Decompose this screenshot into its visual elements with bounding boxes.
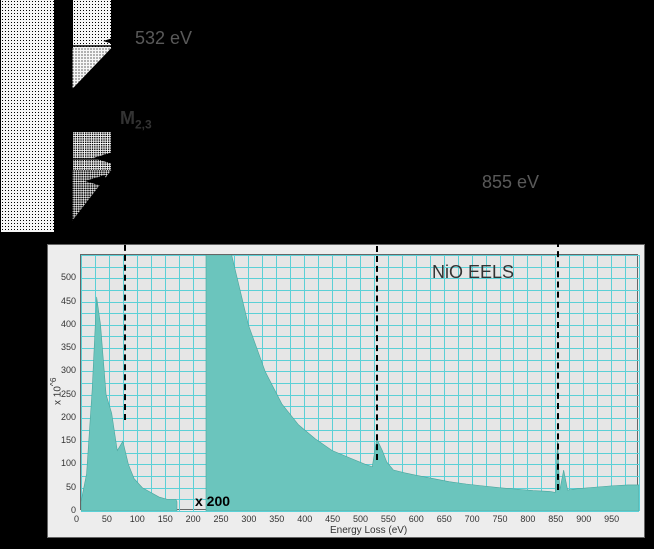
y-tick-label: 450 [54, 296, 76, 306]
level-line-O-right [362, 45, 642, 47]
label-M23: M2,3 [120, 108, 152, 132]
x-tick-label: 200 [186, 514, 201, 524]
label-Ni: Ni [618, 178, 638, 201]
y-tick-label: 350 [54, 342, 76, 352]
series-first [81, 297, 177, 511]
y-tick-label: 400 [54, 319, 76, 329]
label-532ev: 532 eV [135, 28, 192, 49]
x-tick-label: 650 [437, 514, 452, 524]
x-tick-label: 800 [520, 514, 535, 524]
level-tick-Ni-M [118, 140, 138, 160]
x-tick-label: 700 [465, 514, 480, 524]
y-tick-label: 50 [54, 482, 76, 492]
label-L23: L2,3 [560, 122, 588, 146]
arrow-Ni-M-2 [85, 175, 105, 187]
x-tick-label: 250 [214, 514, 229, 524]
label-M23-M: M [120, 108, 135, 128]
label-855ev: 855 eV [482, 172, 539, 193]
x-tick-label: 550 [381, 514, 396, 524]
x-tick-label: 0 [74, 514, 79, 524]
label-L23-sub: 2,3 [571, 132, 588, 146]
y-tick-label: 0 [54, 505, 76, 515]
y-tick-label: 100 [54, 458, 76, 468]
label-L23-L: L [560, 122, 571, 142]
x-tick-label: 450 [325, 514, 340, 524]
grid-v [639, 255, 640, 511]
x-tick-label: 600 [409, 514, 424, 524]
chart-svg [81, 255, 639, 511]
multiplier-label: x 200 [195, 493, 230, 509]
level-tick-Ni-L [538, 140, 558, 160]
x-tick-label: 750 [493, 514, 508, 524]
wedge-O-K [72, 48, 112, 90]
y-tick-label: 200 [54, 412, 76, 422]
y-tick-label: 250 [54, 389, 76, 399]
dashed-marker-2 [376, 48, 378, 460]
y-tick-label: 300 [54, 365, 76, 375]
chart-title: NiO EELS [432, 262, 514, 283]
x-tick-label: 900 [576, 514, 591, 524]
grid-h [81, 511, 639, 512]
x-tick-label: 50 [102, 514, 112, 524]
series-second [206, 255, 639, 511]
x-tick-label: 500 [353, 514, 368, 524]
level-line-Ni-right [554, 158, 642, 160]
level-tick-O-K [356, 25, 368, 47]
x-tick-label: 150 [158, 514, 173, 524]
label-O: O [622, 58, 638, 81]
x-tick-label: 400 [297, 514, 312, 524]
y-tick-label: 500 [54, 272, 76, 282]
x-tick-label: 850 [548, 514, 563, 524]
x-tick-label: 350 [269, 514, 284, 524]
chart-plot-area [80, 254, 638, 510]
x-tick-label: 100 [130, 514, 145, 524]
energy-column-left [0, 0, 55, 232]
level-line-Ni-mid [132, 158, 540, 160]
x-tick-label: 300 [241, 514, 256, 524]
dashed-marker-3 [557, 160, 559, 490]
dashed-marker-1 [124, 225, 126, 420]
label-M23-sub: 2,3 [135, 118, 152, 132]
x-tick-label: 950 [604, 514, 619, 524]
x-axis-title: Energy Loss (eV) [330, 525, 407, 536]
label-K: K [357, 0, 370, 21]
y-tick-label: 150 [54, 435, 76, 445]
y-axis-title-exp: ^6 [48, 378, 58, 387]
